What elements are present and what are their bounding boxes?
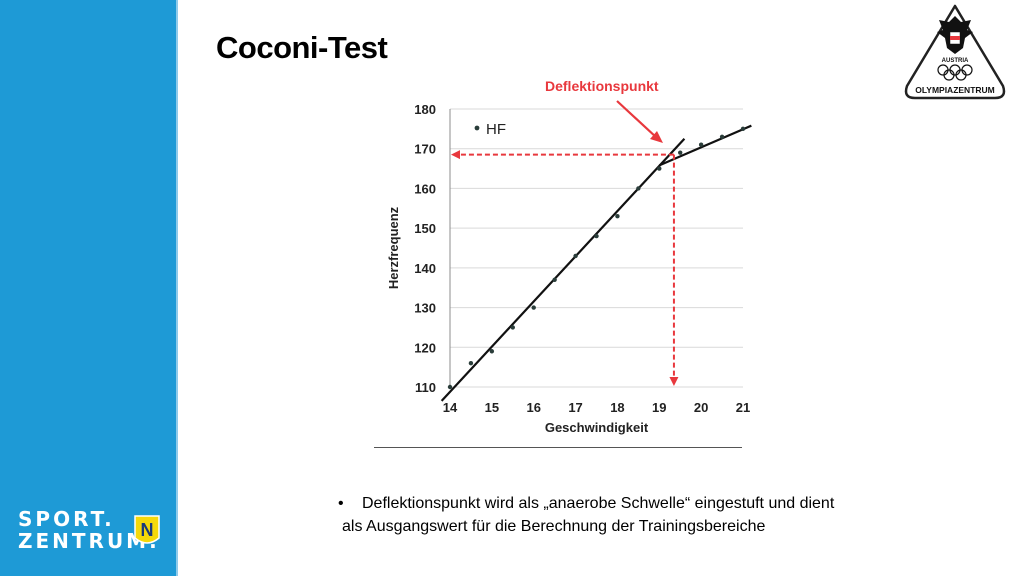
slide-title: Coconi-Test [216, 30, 388, 65]
bullet-text: • Deflektionspunkt wird als „anaerobe Sc… [338, 492, 938, 538]
x-tick-label: 19 [652, 400, 666, 415]
data-point [678, 150, 683, 155]
fit-line-1 [440, 138, 686, 402]
data-point [552, 277, 557, 282]
legend-marker [474, 125, 480, 131]
olympia-name-label: OLYMPIAZENTRUM [915, 85, 995, 95]
sidebar-edge [176, 0, 184, 576]
y-tick-label: 170 [414, 142, 436, 157]
sport-badge-letter: N [141, 520, 154, 540]
y-tick-label: 180 [414, 102, 436, 117]
deflection-hline-arrow [451, 150, 460, 160]
data-point [447, 384, 453, 390]
y-tick-label: 140 [414, 261, 436, 276]
y-tick-label: 110 [415, 380, 436, 395]
sportzentrum-badge-icon: N [134, 515, 160, 544]
data-point [657, 166, 662, 171]
y-tick-label: 150 [414, 221, 436, 236]
data-point [615, 214, 620, 219]
data-point [740, 126, 746, 132]
data-point [531, 305, 536, 310]
deflection-vline-arrow [669, 377, 679, 386]
y-tick-label: 130 [414, 301, 436, 316]
chart-underline [374, 447, 742, 448]
x-tick-label: 14 [443, 400, 458, 415]
data-point [468, 360, 474, 366]
x-tick-label: 20 [694, 400, 708, 415]
data-point [594, 233, 599, 239]
x-tick-label: 17 [568, 400, 582, 415]
legend-label: HF [486, 121, 506, 138]
y-tick-label: 120 [414, 340, 436, 355]
x-tick-label: 15 [485, 400, 499, 415]
deflection-pointer-head [650, 131, 663, 143]
deflection-label: Deflektionspunkt [545, 78, 659, 94]
data-point [698, 142, 704, 147]
x-tick-label: 21 [736, 400, 750, 415]
data-point [719, 134, 725, 139]
bullet-marker: • [338, 495, 344, 512]
olympia-country-label: AUSTRIA [942, 58, 969, 64]
data-point [573, 253, 578, 259]
eagle-icon [937, 16, 973, 54]
x-tick-label: 16 [526, 400, 540, 415]
y-tick-label: 160 [414, 181, 436, 196]
olympic-rings-icon [937, 64, 973, 81]
sport-logo-line2: ZENTRUM. [18, 529, 160, 553]
bullet-line-2: als Ausgangswert für die Berechnung der … [342, 518, 766, 535]
bullet-line-1: Deflektionspunkt wird als „anaerobe Schw… [362, 495, 835, 512]
sportzentrum-logo: SPORT. ZENTRUM. [18, 508, 160, 552]
y-axis-title: Herzfrequenz [386, 206, 401, 289]
data-point [489, 349, 495, 354]
olympiazentrum-logo: AUSTRIA OLYMPIAZENTRUM [904, 4, 1006, 100]
data-point [636, 186, 641, 191]
deflection-pointer [616, 100, 658, 139]
sidebar-band [0, 0, 176, 576]
x-tick-label: 18 [610, 400, 624, 415]
data-point [510, 325, 515, 330]
x-axis-title: Geschwindigkeit [545, 420, 649, 435]
sport-logo-line1: SPORT. [18, 507, 115, 531]
